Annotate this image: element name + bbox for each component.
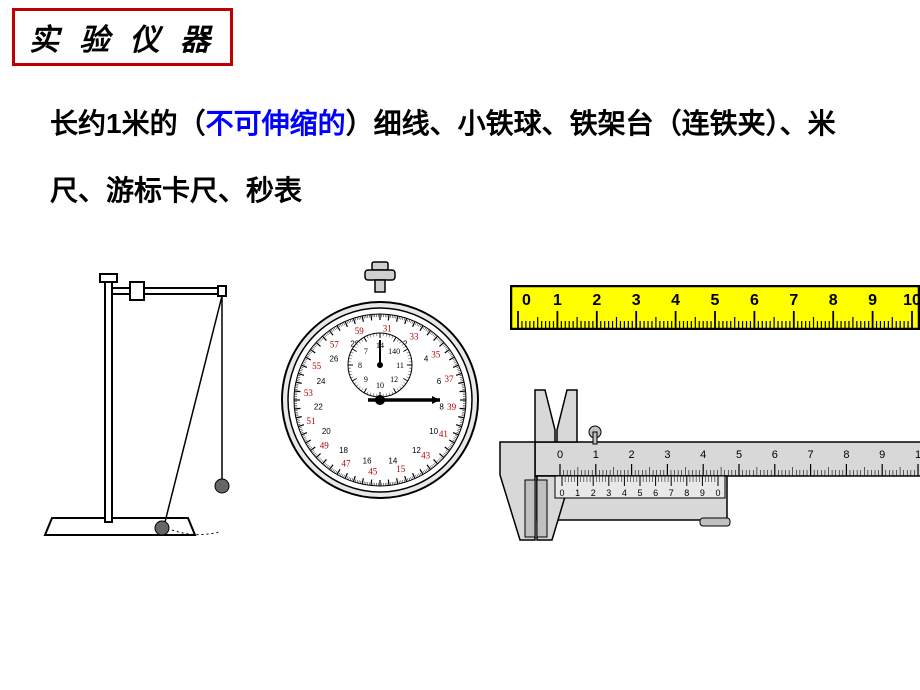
- svg-text:47: 47: [341, 458, 351, 468]
- svg-text:6: 6: [437, 377, 442, 386]
- svg-text:57: 57: [330, 339, 340, 349]
- svg-text:59: 59: [355, 326, 365, 336]
- svg-text:7: 7: [364, 347, 368, 356]
- ruler: 0 1 2 3 4 5 6 7 8 9 10: [510, 285, 920, 330]
- svg-text:6: 6: [772, 449, 778, 461]
- svg-text:45: 45: [368, 467, 378, 477]
- svg-text:3: 3: [632, 292, 641, 309]
- svg-text:0: 0: [557, 449, 563, 461]
- svg-text:49: 49: [320, 441, 330, 451]
- svg-text:7: 7: [808, 449, 814, 461]
- svg-text:8: 8: [358, 361, 362, 370]
- svg-text:3: 3: [606, 488, 611, 498]
- svg-text:9: 9: [700, 488, 705, 498]
- svg-text:37: 37: [444, 374, 454, 384]
- svg-text:5: 5: [637, 488, 642, 498]
- svg-text:1: 1: [593, 449, 599, 461]
- svg-text:9: 9: [879, 449, 885, 461]
- svg-text:0: 0: [522, 292, 531, 309]
- svg-text:12: 12: [412, 446, 421, 455]
- vernier-caliper: 01234567891 01234567890: [490, 380, 920, 550]
- svg-text:55: 55: [312, 361, 322, 371]
- svg-text:6: 6: [653, 488, 658, 498]
- svg-text:33: 33: [410, 332, 420, 342]
- svg-text:9: 9: [364, 375, 368, 384]
- svg-text:53: 53: [304, 388, 314, 398]
- svg-text:22: 22: [314, 402, 323, 411]
- svg-text:12: 12: [390, 375, 398, 384]
- svg-text:31: 31: [383, 323, 392, 333]
- pendulum-stand: [40, 270, 250, 570]
- svg-text:18: 18: [339, 446, 348, 455]
- svg-text:2: 2: [629, 449, 635, 461]
- svg-text:8: 8: [439, 402, 444, 411]
- svg-text:5: 5: [736, 449, 742, 461]
- svg-text:39: 39: [447, 402, 457, 412]
- svg-text:3: 3: [664, 449, 670, 461]
- svg-text:2: 2: [591, 488, 596, 498]
- svg-text:16: 16: [363, 457, 372, 466]
- svg-text:8: 8: [829, 292, 838, 309]
- svg-text:1: 1: [915, 449, 920, 461]
- svg-text:15: 15: [396, 464, 406, 474]
- svg-text:41: 41: [439, 429, 448, 439]
- svg-text:11: 11: [396, 361, 404, 370]
- stopwatch: 3133353739414315454749515355575902468101…: [280, 260, 480, 520]
- svg-text:43: 43: [421, 451, 431, 461]
- svg-text:8: 8: [684, 488, 689, 498]
- desc-highlight: 不可伸缩的: [206, 108, 346, 139]
- instruments-area: 3133353739414315454749515355575902468101…: [20, 260, 900, 660]
- svg-text:14: 14: [388, 457, 397, 466]
- svg-text:8: 8: [843, 449, 849, 461]
- desc-part1: 长约1米的（: [50, 108, 206, 139]
- svg-text:4: 4: [424, 355, 429, 364]
- svg-text:4: 4: [671, 292, 680, 309]
- svg-text:2: 2: [592, 292, 601, 309]
- svg-text:10: 10: [376, 381, 384, 390]
- equipment-description: 长约1米的（不可伸缩的）细线、小铁球、铁架台（连铁夹）、米尺、游标卡尺、秒表: [50, 90, 880, 224]
- svg-text:0: 0: [715, 488, 720, 498]
- svg-text:4: 4: [622, 488, 627, 498]
- svg-text:51: 51: [307, 416, 316, 426]
- svg-text:26: 26: [329, 355, 338, 364]
- svg-text:140: 140: [388, 347, 400, 356]
- svg-text:4: 4: [700, 449, 706, 461]
- svg-text:10: 10: [903, 292, 920, 309]
- svg-text:10: 10: [429, 427, 438, 436]
- svg-text:7: 7: [669, 488, 674, 498]
- svg-text:0: 0: [559, 488, 564, 498]
- svg-text:24: 24: [317, 377, 326, 386]
- svg-text:35: 35: [431, 349, 441, 359]
- svg-text:7: 7: [789, 292, 798, 309]
- section-title: 实 验 仪 器: [12, 8, 233, 66]
- svg-text:20: 20: [322, 427, 331, 436]
- svg-text:1: 1: [553, 292, 562, 309]
- svg-text:6: 6: [750, 292, 759, 309]
- svg-text:1: 1: [575, 488, 580, 498]
- svg-text:9: 9: [868, 292, 877, 309]
- svg-text:5: 5: [711, 292, 720, 309]
